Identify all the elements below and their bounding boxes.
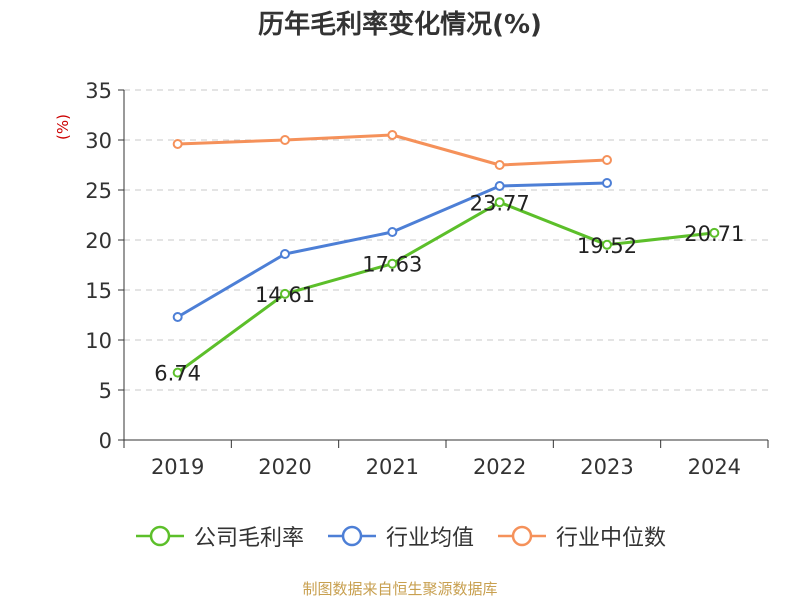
data-label: 23.77 [470,191,530,215]
series-line [176,200,715,374]
legend-marker-icon [498,525,546,547]
data-point [172,312,183,322]
y-tick-label: 35 [85,79,112,103]
legend-label: 行业均值 [385,526,474,551]
data-point [494,181,505,191]
data-point [280,249,290,259]
x-tick-label: 2021 [366,455,419,479]
y-tick-label: 25 [85,179,112,203]
legend-label: 公司毛利率 [193,526,304,551]
data-point [709,227,720,238]
data-point [280,135,290,145]
data-point [280,288,290,299]
legend-item[interactable]: 公司毛利率 [134,520,304,552]
legend-marker-icon [135,525,184,547]
legend-circle [341,525,363,547]
legend-item[interactable]: 行业中位数 [496,520,666,552]
data-point [602,155,612,165]
legend-item[interactable]: 行业均值 [326,520,474,552]
grid-lines [124,89,768,391]
data-label: 14.61 [255,283,315,307]
legend: 公司毛利率 行业均值 行业中位数 [0,518,800,554]
legend-marker-icon [327,525,376,547]
legend-circle [511,525,533,547]
x-tick-label: 2020 [258,455,311,479]
data-point [172,367,183,378]
y-tick-label: 5 [99,379,112,403]
y-tick-label: 20 [85,229,112,253]
series-line [176,181,608,319]
source-note: 制图数据来自恒生聚源数据库 [302,580,498,598]
data-point [494,197,505,208]
legend-circle [149,525,171,547]
y-axis-label: (%) [54,114,72,140]
data-point [387,258,398,269]
data-point [494,160,505,170]
legend-label: 行业中位数 [556,526,667,551]
data-point [602,239,612,250]
data-label: 17.63 [362,253,422,277]
y-tick-label: 10 [85,329,112,353]
x-tick-label: 2022 [473,455,526,479]
series-layer [172,130,720,378]
y-tick-label: 15 [85,279,112,303]
axes: 0 5 10 15 20 25 30 35 2019 2020 2021 2022 2023 2024 [85,79,769,479]
x-tick-label: 2024 [688,455,741,479]
y-tick-label: 30 [85,129,112,153]
data-point [602,178,612,188]
data-labels: 6.74 14.61 17.63 23.77 19.52 20.71 [154,191,744,385]
y-tick-label: 0 [99,429,112,453]
x-tick-label: 2019 [151,455,204,479]
data-point [172,139,183,149]
x-tick-label: 2023 [580,455,633,479]
data-point [387,130,398,140]
data-point [387,227,398,237]
data-label: 20.71 [684,222,744,246]
chart-title: 历年毛利率变化情况(%) [258,10,542,40]
data-label: 6.74 [154,362,201,386]
data-label: 19.52 [577,234,637,258]
